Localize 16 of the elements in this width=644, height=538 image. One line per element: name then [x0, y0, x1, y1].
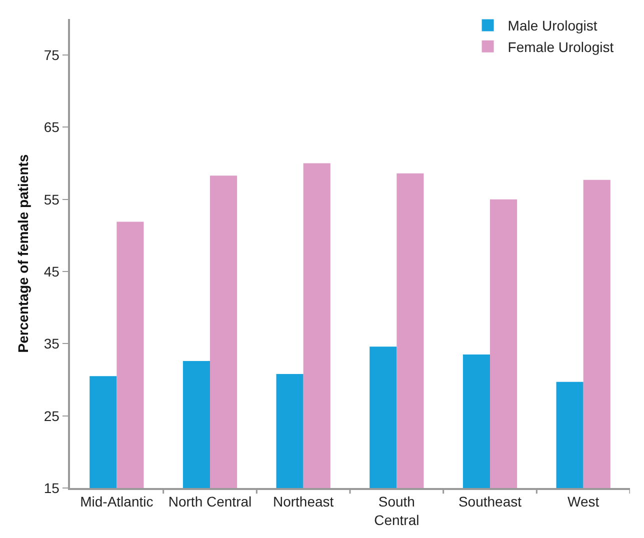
x-tick-label: Northeast — [272, 494, 334, 510]
x-tick-label: Mid-Atlantic — [80, 494, 154, 510]
x-tick-label: North Central — [168, 494, 252, 510]
y-tick-label: 25 — [44, 408, 60, 424]
y-tick-label: 75 — [44, 46, 60, 63]
legend-label: Female Urologist — [508, 38, 614, 55]
legend-label: Male Urologist — [508, 18, 598, 34]
y-tick-label: 15 — [44, 480, 60, 496]
y-tick-label: 55 — [44, 191, 60, 208]
x-tick-label: South Central — [374, 494, 420, 528]
x-tick-label: Southeast — [458, 494, 522, 510]
x-tick-label: West — [568, 494, 600, 510]
y-tick-label: 65 — [44, 119, 60, 136]
y-axis-title: Percentage of female patients — [14, 154, 31, 353]
y-tick-label: 45 — [44, 263, 60, 280]
y-tick-label: 35 — [44, 336, 60, 352]
